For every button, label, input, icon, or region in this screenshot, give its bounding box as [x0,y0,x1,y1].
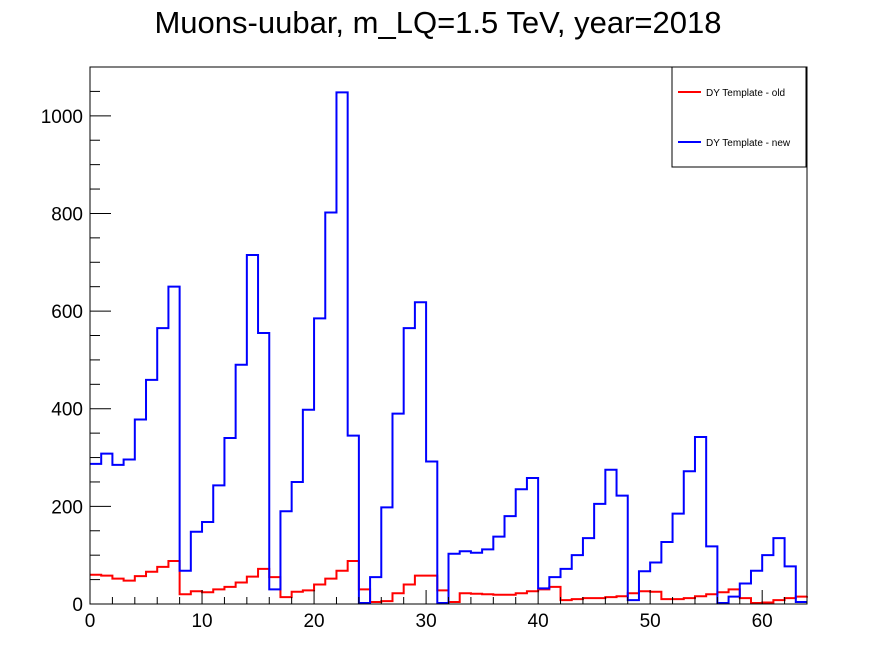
x-tick-label: 10 [191,611,212,632]
x-tick-label: 50 [640,611,661,632]
x-tick-label: 30 [416,611,437,632]
y-tick-label: 800 [51,204,83,225]
chart-title: Muons-uubar, m_LQ=1.5 TeV, year=2018 [154,5,721,40]
legend: DY Template - old DY Template - new [671,66,807,168]
x-tick-label: 40 [528,611,549,632]
x-tick-label: 60 [752,611,773,632]
y-tick-label: 600 [51,302,83,323]
x-tick-label: 20 [303,611,324,632]
y-tick-label: 400 [51,400,83,421]
legend-box [671,66,807,168]
histogram-layer [90,91,808,605]
legend-label-old: DY Template - old [706,88,785,99]
legend-label-new: DY Template - new [706,138,791,149]
x-tick-label: 0 [85,611,96,632]
y-tick-label: 200 [51,497,83,518]
y-tick-label: 0 [72,595,83,616]
y-tick-label: 1000 [41,107,83,128]
series-line-1 [90,91,807,605]
